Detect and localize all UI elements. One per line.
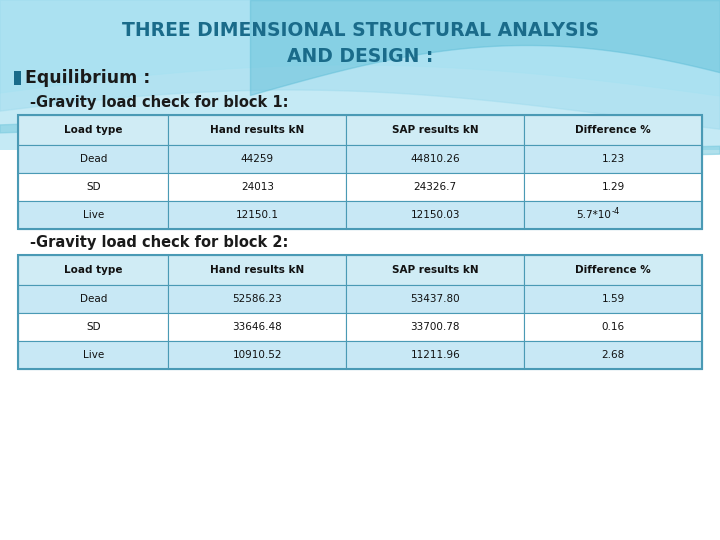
Text: SAP results kN: SAP results kN [392, 265, 479, 275]
FancyBboxPatch shape [168, 201, 346, 229]
Text: 12150.03: 12150.03 [410, 210, 460, 220]
Text: 12150.1: 12150.1 [236, 210, 279, 220]
Text: THREE DIMENSIONAL STRUCTURAL ANALYSIS: THREE DIMENSIONAL STRUCTURAL ANALYSIS [122, 21, 598, 39]
FancyBboxPatch shape [168, 255, 346, 285]
Text: Dead: Dead [79, 154, 107, 164]
Text: SAP results kN: SAP results kN [392, 125, 479, 135]
Text: 1.29: 1.29 [601, 182, 625, 192]
FancyBboxPatch shape [18, 285, 168, 313]
Text: 2.68: 2.68 [601, 350, 625, 360]
Text: Difference %: Difference % [575, 125, 651, 135]
FancyBboxPatch shape [14, 71, 21, 85]
Text: 24013: 24013 [241, 182, 274, 192]
Text: Hand results kN: Hand results kN [210, 265, 305, 275]
FancyBboxPatch shape [0, 0, 720, 150]
Text: SD: SD [86, 182, 101, 192]
FancyBboxPatch shape [168, 115, 346, 145]
FancyBboxPatch shape [524, 341, 702, 369]
Text: 52586.23: 52586.23 [233, 294, 282, 304]
FancyBboxPatch shape [346, 173, 524, 201]
FancyBboxPatch shape [168, 173, 346, 201]
Text: SD: SD [86, 322, 101, 332]
FancyBboxPatch shape [346, 341, 524, 369]
FancyBboxPatch shape [524, 285, 702, 313]
FancyBboxPatch shape [346, 285, 524, 313]
Text: 11211.96: 11211.96 [410, 350, 460, 360]
FancyBboxPatch shape [168, 285, 346, 313]
Text: Equilibrium :: Equilibrium : [25, 69, 150, 87]
FancyBboxPatch shape [18, 173, 168, 201]
FancyBboxPatch shape [524, 115, 702, 145]
Text: 1.23: 1.23 [601, 154, 625, 164]
Text: 0.16: 0.16 [601, 322, 625, 332]
Text: 33646.48: 33646.48 [233, 322, 282, 332]
FancyBboxPatch shape [524, 313, 702, 341]
FancyBboxPatch shape [18, 201, 168, 229]
FancyBboxPatch shape [346, 201, 524, 229]
Text: -4: -4 [612, 207, 621, 217]
FancyBboxPatch shape [346, 255, 524, 285]
Text: 10910.52: 10910.52 [233, 350, 282, 360]
FancyBboxPatch shape [524, 145, 702, 173]
FancyBboxPatch shape [346, 145, 524, 173]
Text: 24326.7: 24326.7 [414, 182, 456, 192]
Text: 53437.80: 53437.80 [410, 294, 460, 304]
FancyBboxPatch shape [346, 115, 524, 145]
Text: Live: Live [83, 350, 104, 360]
Text: -Gravity load check for block 1:: -Gravity load check for block 1: [30, 94, 289, 110]
Text: AND DESIGN :: AND DESIGN : [287, 48, 433, 66]
FancyBboxPatch shape [168, 145, 346, 173]
FancyBboxPatch shape [18, 255, 168, 285]
Text: 44810.26: 44810.26 [410, 154, 460, 164]
FancyBboxPatch shape [18, 115, 168, 145]
FancyBboxPatch shape [168, 313, 346, 341]
Text: 44259: 44259 [240, 154, 274, 164]
Text: 5.7*10: 5.7*10 [576, 210, 611, 220]
FancyBboxPatch shape [18, 145, 168, 173]
Text: Load type: Load type [64, 265, 122, 275]
Text: -Gravity load check for block 2:: -Gravity load check for block 2: [30, 235, 289, 251]
FancyBboxPatch shape [18, 313, 168, 341]
Text: Difference %: Difference % [575, 265, 651, 275]
Text: Load type: Load type [64, 125, 122, 135]
FancyBboxPatch shape [524, 255, 702, 285]
FancyBboxPatch shape [18, 341, 168, 369]
Text: 1.59: 1.59 [601, 294, 625, 304]
Text: 33700.78: 33700.78 [410, 322, 460, 332]
FancyBboxPatch shape [524, 201, 702, 229]
Text: Dead: Dead [79, 294, 107, 304]
Text: Hand results kN: Hand results kN [210, 125, 305, 135]
FancyBboxPatch shape [168, 341, 346, 369]
FancyBboxPatch shape [524, 173, 702, 201]
Text: Live: Live [83, 210, 104, 220]
FancyBboxPatch shape [346, 313, 524, 341]
